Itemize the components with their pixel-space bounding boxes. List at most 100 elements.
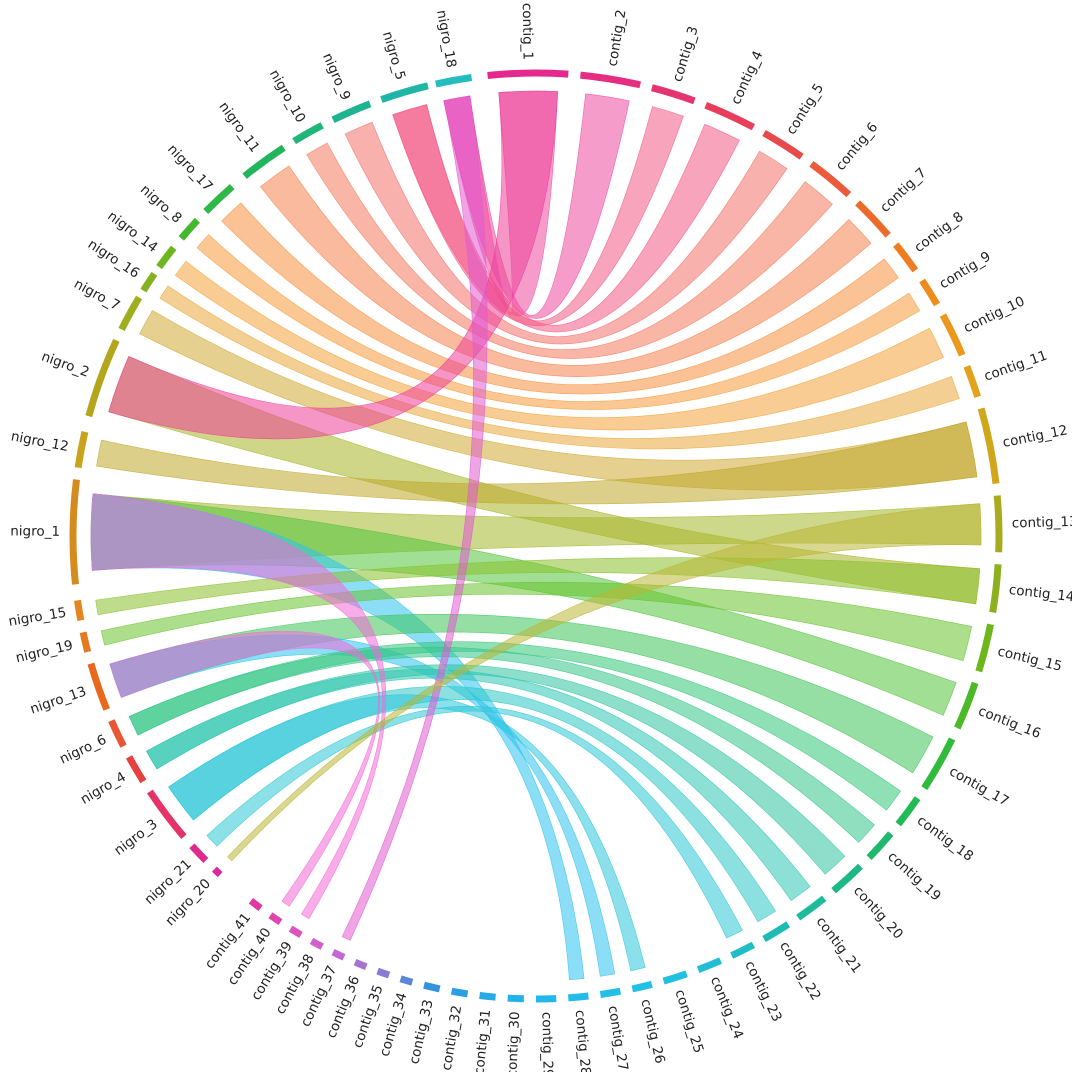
segment-contig-1 — [487, 69, 569, 79]
segment-contig-41 — [248, 898, 263, 912]
link-nigro-8-to-contig-9 — [196, 234, 921, 410]
label-contig-19: contig_19 — [884, 849, 944, 905]
label-contig-26: contig_26 — [637, 997, 668, 1065]
segment-contig-18 — [895, 796, 921, 827]
label-contig-31: contig_31 — [471, 1009, 494, 1072]
segment-contig-34 — [399, 975, 414, 986]
segment-nigro-11 — [242, 144, 286, 179]
segment-contig-36 — [353, 958, 368, 971]
label-contig-33: contig_33 — [406, 998, 436, 1066]
label-contig-3: contig_3 — [670, 24, 702, 83]
label-contig-24: contig_24 — [707, 974, 746, 1041]
segment-contig-9 — [919, 278, 941, 307]
segment-nigro-19 — [79, 631, 92, 653]
segment-contig-28 — [568, 992, 589, 1002]
link-nigro-14-to-contig-10 — [174, 260, 944, 431]
label-contig-15: contig_15 — [996, 643, 1064, 674]
label-nigro-7: nigro_7 — [71, 276, 122, 314]
link-nigro-4-to-contig-21 — [146, 669, 811, 902]
segment-contig-15 — [975, 623, 994, 673]
segment-contig-24 — [696, 957, 722, 973]
segment-contig-20 — [831, 863, 863, 894]
segment-nigro-1 — [69, 479, 80, 585]
segment-contig-4 — [704, 101, 756, 131]
link-nigro-16-to-contig-11 — [159, 285, 960, 450]
link-nigro-18-to-contig-37 — [341, 95, 488, 941]
segment-contig-8 — [893, 242, 919, 273]
label-contig-30: contig_30 — [504, 1011, 523, 1072]
link-nigro-5-to-contig-4 — [392, 104, 740, 333]
links-layer — [90, 90, 982, 981]
label-contig-4: contig_4 — [728, 48, 766, 107]
label-contig-22: contig_22 — [776, 939, 824, 1004]
label-contig-2: contig_2 — [605, 8, 630, 67]
segment-nigro-5 — [380, 82, 429, 103]
segment-nigro-3 — [146, 789, 187, 839]
segment-contig-19 — [866, 831, 894, 861]
segment-contig-25 — [662, 970, 688, 985]
segment-contig-11 — [963, 365, 981, 398]
label-contig-17: contig_17 — [946, 763, 1011, 809]
segment-nigro-16 — [140, 271, 158, 293]
segment-contig-6 — [809, 160, 852, 198]
link-nigro-6-to-contig-18 — [128, 641, 902, 811]
link-nigro-6-to-contig-19 — [128, 646, 875, 843]
label-contig-5: contig_5 — [783, 81, 827, 138]
label-nigro-15: nigro_15 — [7, 605, 67, 630]
segment-contig-35 — [376, 967, 391, 979]
segment-contig-23 — [730, 941, 756, 959]
segment-contig-2 — [580, 71, 641, 89]
label-contig-7: contig_7 — [877, 165, 930, 216]
segment-contig-5 — [762, 129, 804, 160]
segment-nigro-13 — [87, 662, 110, 711]
label-contig-27: contig_27 — [605, 1005, 631, 1072]
segment-contig-13 — [993, 495, 1003, 553]
segment-nigro-20 — [211, 866, 223, 878]
segment-nigro-21 — [189, 843, 209, 863]
label-contig-6: contig_6 — [833, 119, 882, 173]
segment-contig-31 — [479, 992, 496, 1001]
label-nigro-11: nigro_11 — [215, 99, 262, 156]
label-contig-25: contig_25 — [671, 988, 706, 1056]
segment-nigro-2 — [85, 338, 120, 418]
segment-nigro-15 — [74, 599, 85, 622]
label-contig-29: contig_29 — [538, 1012, 555, 1072]
link-nigro-19-to-contig-15 — [100, 582, 973, 662]
label-nigro-17: nigro_17 — [164, 141, 216, 194]
label-nigro-9: nigro_9 — [319, 51, 354, 103]
label-nigro-13: nigro_13 — [28, 683, 88, 717]
segment-nigro-18 — [435, 74, 473, 88]
label-contig-32: contig_32 — [439, 1004, 466, 1072]
segment-contig-16 — [954, 681, 979, 730]
label-nigro-5: nigro_5 — [379, 30, 408, 82]
link-nigro-11-to-contig-7 — [259, 165, 872, 377]
label-contig-21: contig_21 — [813, 914, 865, 976]
link-nigro-9-to-contig-5 — [344, 121, 788, 345]
label-nigro-1: nigro_1 — [10, 523, 60, 539]
label-nigro-8: nigro_8 — [137, 182, 185, 227]
label-contig-9: contig_9 — [937, 249, 994, 293]
segment-contig-21 — [796, 895, 827, 921]
segment-contig-12 — [977, 407, 1000, 484]
segments-layer — [69, 69, 1003, 1003]
segment-contig-30 — [507, 994, 524, 1003]
segment-contig-22 — [762, 921, 791, 943]
segment-nigro-6 — [108, 719, 127, 748]
segment-contig-26 — [631, 980, 653, 993]
label-nigro-6: nigro_6 — [57, 732, 109, 768]
segment-contig-27 — [599, 987, 622, 998]
label-nigro-4: nigro_4 — [78, 769, 129, 808]
label-contig-28: contig_28 — [572, 1009, 594, 1072]
label-contig-8: contig_8 — [911, 209, 966, 256]
label-contig-20: contig_20 — [850, 883, 906, 942]
label-contig-10: contig_10 — [961, 293, 1027, 336]
segment-nigro-14 — [156, 245, 177, 270]
segment-contig-32 — [450, 987, 469, 998]
segment-nigro-10 — [292, 122, 324, 145]
link-nigro-21-to-contig-23 — [206, 705, 743, 939]
link-nigro-1-to-contig-39 — [90, 493, 386, 920]
segment-nigro-8 — [178, 217, 200, 241]
label-contig-13: contig_13 — [1012, 514, 1072, 532]
label-nigro-12: nigro_12 — [10, 428, 70, 455]
